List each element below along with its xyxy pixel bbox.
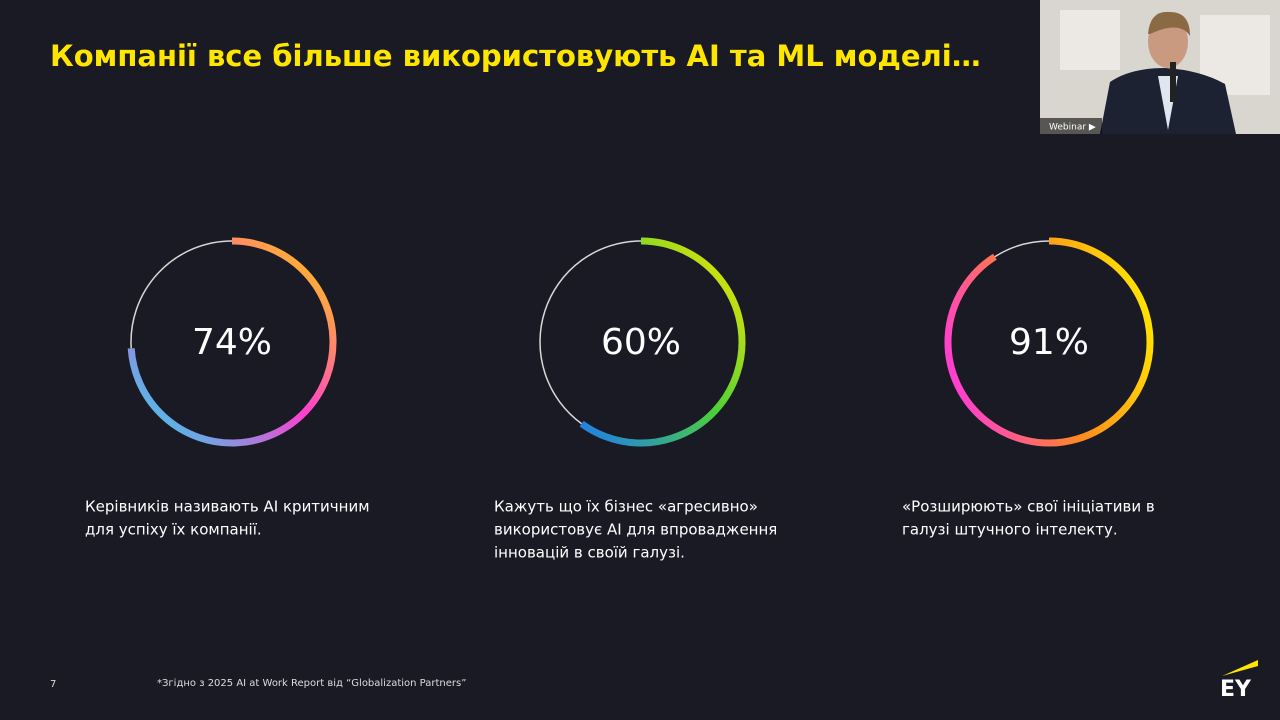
microphone	[1170, 62, 1176, 102]
page-number: 7	[50, 679, 56, 690]
caption: використовує AI для впровадження	[494, 521, 777, 539]
footnote: *Згідно з 2025 AI at Work Report від “Gl…	[157, 677, 466, 689]
caption: галузі штучного інтелекту.	[902, 521, 1118, 539]
backdrop	[1060, 10, 1120, 70]
caption: для успіху їх компанії.	[85, 521, 262, 539]
title: Компанії все більше використовують AI та…	[50, 39, 981, 73]
caption: «Розширюють» свої ініціативи в	[902, 498, 1155, 516]
logo: EY	[1220, 677, 1252, 702]
ring-track	[130, 240, 233, 349]
label-bg	[1040, 118, 1102, 134]
caption: інновацій в своїй галузі.	[494, 544, 685, 562]
value-label: 60%	[601, 322, 681, 363]
caption: Керівників називають AI критичним	[85, 498, 370, 516]
logo-mark	[1222, 660, 1258, 676]
ring-track	[994, 240, 1050, 258]
ring-arc	[944, 237, 1154, 447]
value-label: 74%	[192, 322, 272, 363]
ring-arc	[579, 237, 746, 447]
webinar-label: Webinar ▶	[1049, 123, 1096, 133]
speaker-hair	[1148, 11, 1190, 36]
value-label: 91%	[1009, 322, 1089, 363]
caption: Кажуть що їх бізнес «агресивно»	[494, 498, 758, 516]
ring-track	[539, 240, 642, 425]
webinar-thumbnail[interactable]: Webinar ▶	[1040, 0, 1280, 134]
ring-arc	[127, 237, 337, 447]
